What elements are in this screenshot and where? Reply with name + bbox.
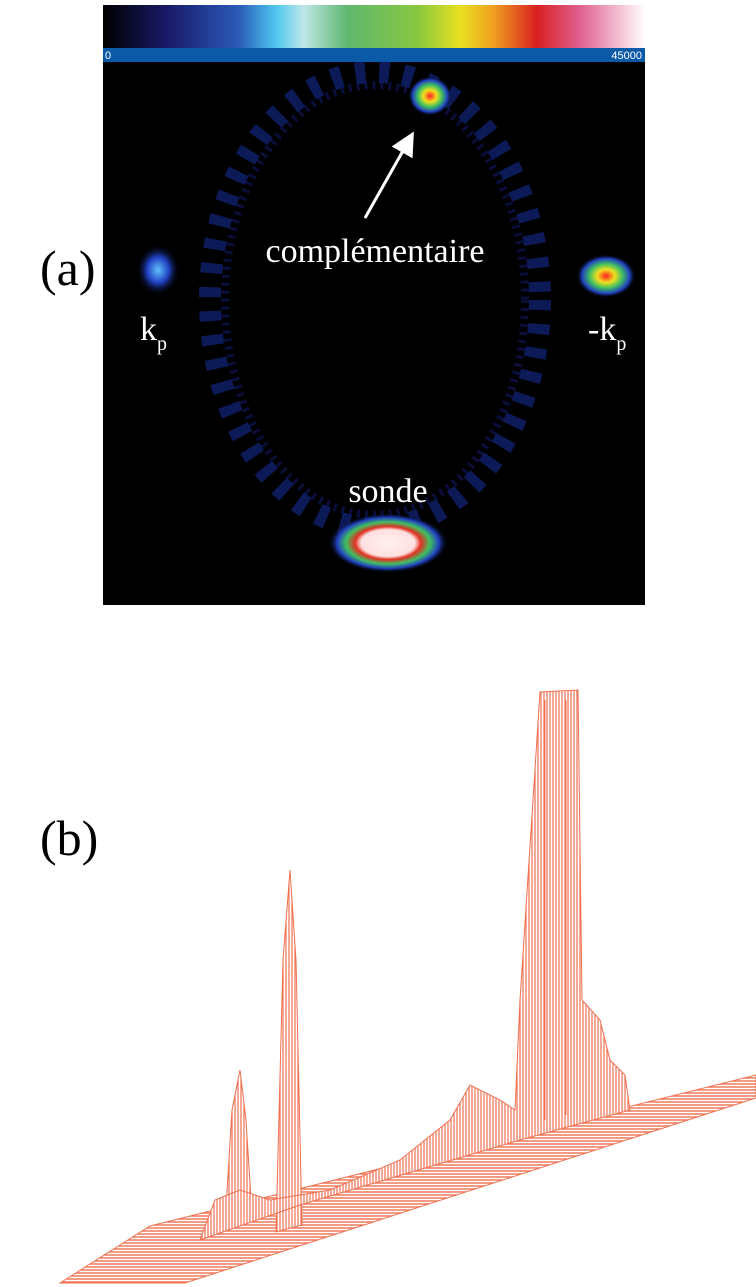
- arrow: [363, 131, 414, 219]
- plane: [58, 1074, 756, 1284]
- annotation-sub: p: [157, 333, 167, 355]
- peak: [275, 869, 303, 1233]
- spot: [328, 513, 448, 573]
- colorbar: [103, 5, 645, 48]
- annotation: complémentaire: [265, 233, 484, 270]
- image-background: [103, 5, 645, 605]
- peak: [199, 689, 631, 1241]
- spot: [136, 244, 180, 296]
- annotation-main: k: [140, 311, 157, 348]
- colorbar-scale: [103, 48, 645, 62]
- colorbar-max: 45000: [611, 50, 642, 62]
- colorbar-min: 0: [105, 50, 111, 62]
- annotation: -kp: [588, 311, 626, 355]
- panel-label: (b): [40, 810, 98, 866]
- panel-label: (a): [40, 240, 96, 296]
- annotation: kp: [140, 311, 167, 355]
- spot: [576, 254, 636, 298]
- annotation: sonde: [348, 473, 427, 510]
- annotation-main: -k: [588, 311, 616, 348]
- surface-plot: [58, 689, 756, 1284]
- spot: [408, 76, 452, 116]
- annotation-sub: p: [616, 333, 626, 355]
